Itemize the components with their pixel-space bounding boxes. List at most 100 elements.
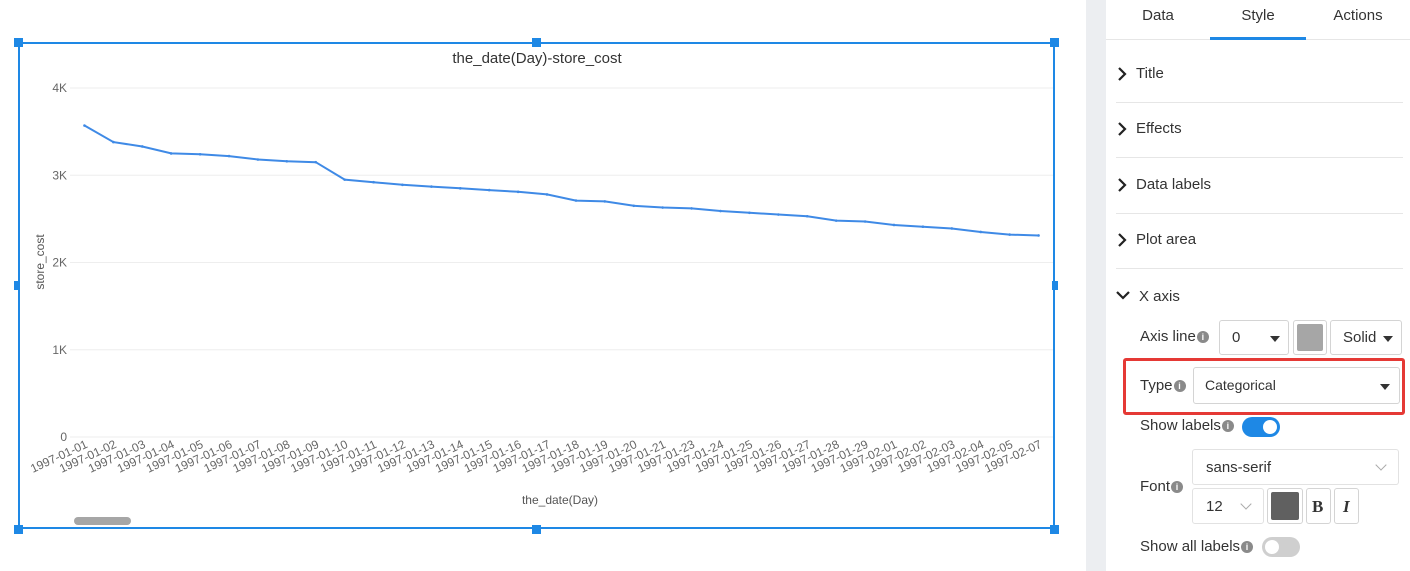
section-title[interactable]: Title [1116,47,1403,103]
bold-button[interactable]: B [1306,488,1331,524]
section-data-labels[interactable]: Data labels [1116,158,1403,214]
data-point[interactable] [430,185,433,188]
axis-line-style-value: Solid [1343,329,1377,346]
type-row-highlight [1123,358,1405,415]
y-tick-label: 2K [52,256,67,270]
data-point[interactable] [198,153,202,156]
y-tick-label: 0 [60,430,67,444]
chevron-right-icon [1118,122,1127,136]
resize-handle-top[interactable] [532,38,541,47]
data-point[interactable] [112,140,115,144]
data-point[interactable] [574,199,578,202]
chart-horizontal-scrollbar[interactable] [74,517,131,525]
show-all-labels-label: Show all labels [1140,538,1241,555]
show-labels-label: Show labels [1140,417,1221,434]
data-point[interactable] [256,158,260,161]
tab-data[interactable]: Data [1142,7,1174,24]
font-label-row: Font i [1140,478,1184,495]
axis-line-width-select[interactable]: 0 [1219,320,1289,355]
chevron-down-icon [1116,291,1130,300]
data-point[interactable] [343,178,346,181]
italic-button[interactable]: I [1334,488,1359,524]
section-x-axis[interactable]: X axis [1116,286,1403,310]
axis-line-style-select[interactable]: Solid [1330,320,1402,355]
info-icon[interactable]: i [1196,331,1209,343]
data-point[interactable] [401,183,404,187]
data-point[interactable] [83,124,86,127]
data-point[interactable] [690,207,693,210]
chevron-right-icon [1118,67,1127,81]
info-icon[interactable]: i [1171,481,1184,493]
resize-handle-bottom-right[interactable] [1050,525,1059,534]
show-labels-row: Show labels i [1140,417,1234,434]
data-point[interactable] [1037,234,1040,237]
section-title-label: Title [1136,65,1164,82]
data-point[interactable] [979,230,983,234]
panel-divider [1086,0,1106,571]
data-point[interactable] [140,145,144,148]
resize-handle-bottom[interactable] [532,525,541,534]
show-all-labels-row: Show all labels i [1140,538,1254,555]
info-icon[interactable]: i [1241,541,1254,553]
show-all-labels-toggle[interactable] [1262,537,1300,557]
section-plot-area[interactable]: Plot area [1116,213,1403,269]
data-point[interactable] [777,213,780,216]
section-effects-label: Effects [1136,120,1182,137]
panel-tabs: Data Style Actions [1106,0,1410,40]
x-axis-title: the_date(Day) [522,493,598,507]
axis-line-label-row: Axis line i [1140,328,1209,345]
axis-type-value: Categorical [1205,377,1276,393]
resize-handle-top-right[interactable] [1050,38,1059,47]
data-point[interactable] [748,211,751,215]
data-point[interactable] [950,227,954,230]
series-line[interactable] [84,124,1039,237]
axis-type-select[interactable]: Categorical [1193,367,1400,404]
chart-title: the_date(Day)-store_cost [452,50,622,67]
y-tick-label: 1K [52,343,67,357]
data-point[interactable] [545,193,549,196]
type-label: Type [1140,377,1173,394]
data-point[interactable] [459,187,462,190]
chart-canvas-area [0,0,1086,571]
resize-handle-left[interactable] [14,281,20,290]
data-point[interactable] [719,209,722,213]
chevron-down-icon [1240,498,1252,510]
data-point[interactable] [661,206,664,209]
data-point[interactable] [487,188,491,192]
data-point[interactable] [834,219,838,222]
font-color-picker[interactable] [1267,488,1303,524]
data-point[interactable] [285,159,289,163]
resize-handle-right[interactable] [1052,281,1058,290]
font-size-value: 12 [1206,498,1223,515]
y-tick-label: 3K [52,168,67,182]
show-labels-toggle[interactable] [1242,417,1280,437]
font-label: Font [1140,478,1171,495]
data-point[interactable] [314,160,318,164]
axis-line-color-picker[interactable] [1293,320,1327,355]
resize-handle-bottom-left[interactable] [14,525,23,534]
font-size-select[interactable]: 12 [1192,488,1264,524]
section-data-labels-label: Data labels [1136,176,1212,193]
data-point[interactable] [227,154,231,158]
section-plot-area-label: Plot area [1136,231,1197,248]
tab-actions[interactable]: Actions [1333,7,1383,24]
info-icon[interactable]: i [1173,380,1186,392]
font-family-value: sans-serif [1206,459,1272,476]
data-point[interactable] [516,190,520,194]
resize-handle-top-left[interactable] [14,38,23,47]
data-point[interactable] [1008,233,1011,236]
info-icon[interactable]: i [1221,420,1234,432]
tab-style[interactable]: Style [1210,0,1306,40]
font-family-select[interactable]: sans-serif [1192,449,1399,485]
data-point[interactable] [632,204,636,208]
axis-line-label: Axis line [1140,328,1196,345]
data-point[interactable] [603,200,607,203]
section-effects[interactable]: Effects [1116,102,1403,158]
data-point[interactable] [805,214,809,218]
data-point[interactable] [372,180,375,184]
data-point[interactable] [892,223,896,227]
data-point[interactable] [921,225,925,229]
color-swatch [1271,492,1299,520]
data-point[interactable] [169,152,173,155]
data-point[interactable] [863,220,867,223]
